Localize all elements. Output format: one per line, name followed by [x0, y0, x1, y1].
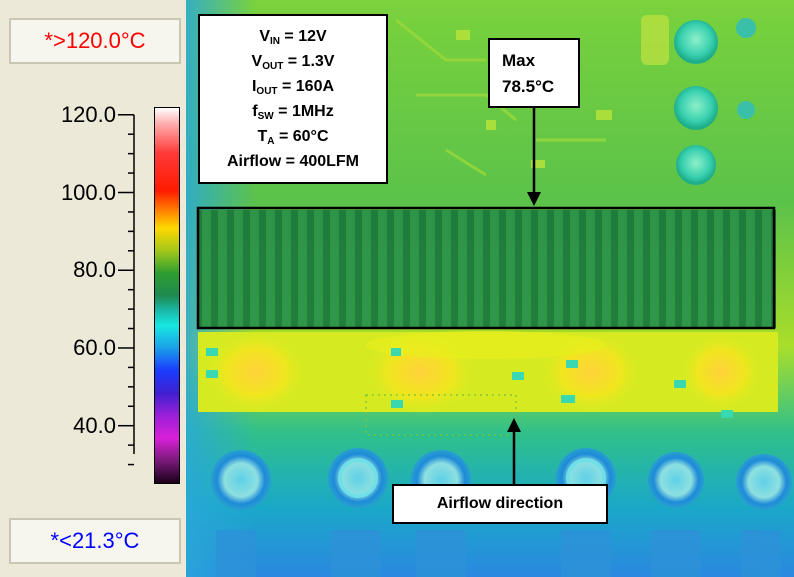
airflow-direction-label: Airflow direction [392, 484, 608, 524]
tick-label: 120.0 [60, 101, 116, 127]
airflow-direction-text: Airflow direction [436, 495, 564, 512]
color-scale-bar [154, 107, 180, 484]
max-temperature-label: Max 78.5°C [488, 38, 580, 108]
airflow-arrow [507, 418, 521, 484]
min-temperature-text: *<21.3°C [50, 528, 140, 553]
heatsink-outline [196, 206, 776, 330]
scale-ticks [118, 114, 135, 466]
operating-conditions-box: VIN = 12V VOUT = 1.3V IOUT = 160A fSW = … [198, 14, 388, 184]
vin-line: VIN = 12V [259, 27, 327, 47]
max-temperature-readout: *>120.0°C [9, 18, 181, 64]
min-temperature-readout: *<21.3°C [9, 518, 181, 564]
max-arrow [527, 104, 541, 206]
iout-line: IOUT = 160A [251, 77, 335, 97]
tick-label: 80.0 [73, 257, 116, 283]
vout-line: VOUT = 1.3V [251, 52, 335, 72]
tick-label: 60.0 [73, 334, 116, 360]
airflow-line: Airflow = 400LFM [226, 152, 360, 170]
ta-line: TA = 60°C [257, 127, 329, 147]
tick-label: 100.0 [60, 179, 116, 205]
temperature-scale-panel: *>120.0°C 120.0 100.0 80.0 60.0 40.0 *<21.3°… [0, 0, 187, 577]
tick-label: 40.0 [73, 412, 116, 438]
max-value: 78.5°C [502, 77, 555, 96]
max-temperature-text: *>120.0°C [44, 28, 146, 53]
fsw-line: fSW = 1MHz [252, 102, 334, 122]
max-title: Max [502, 51, 536, 70]
